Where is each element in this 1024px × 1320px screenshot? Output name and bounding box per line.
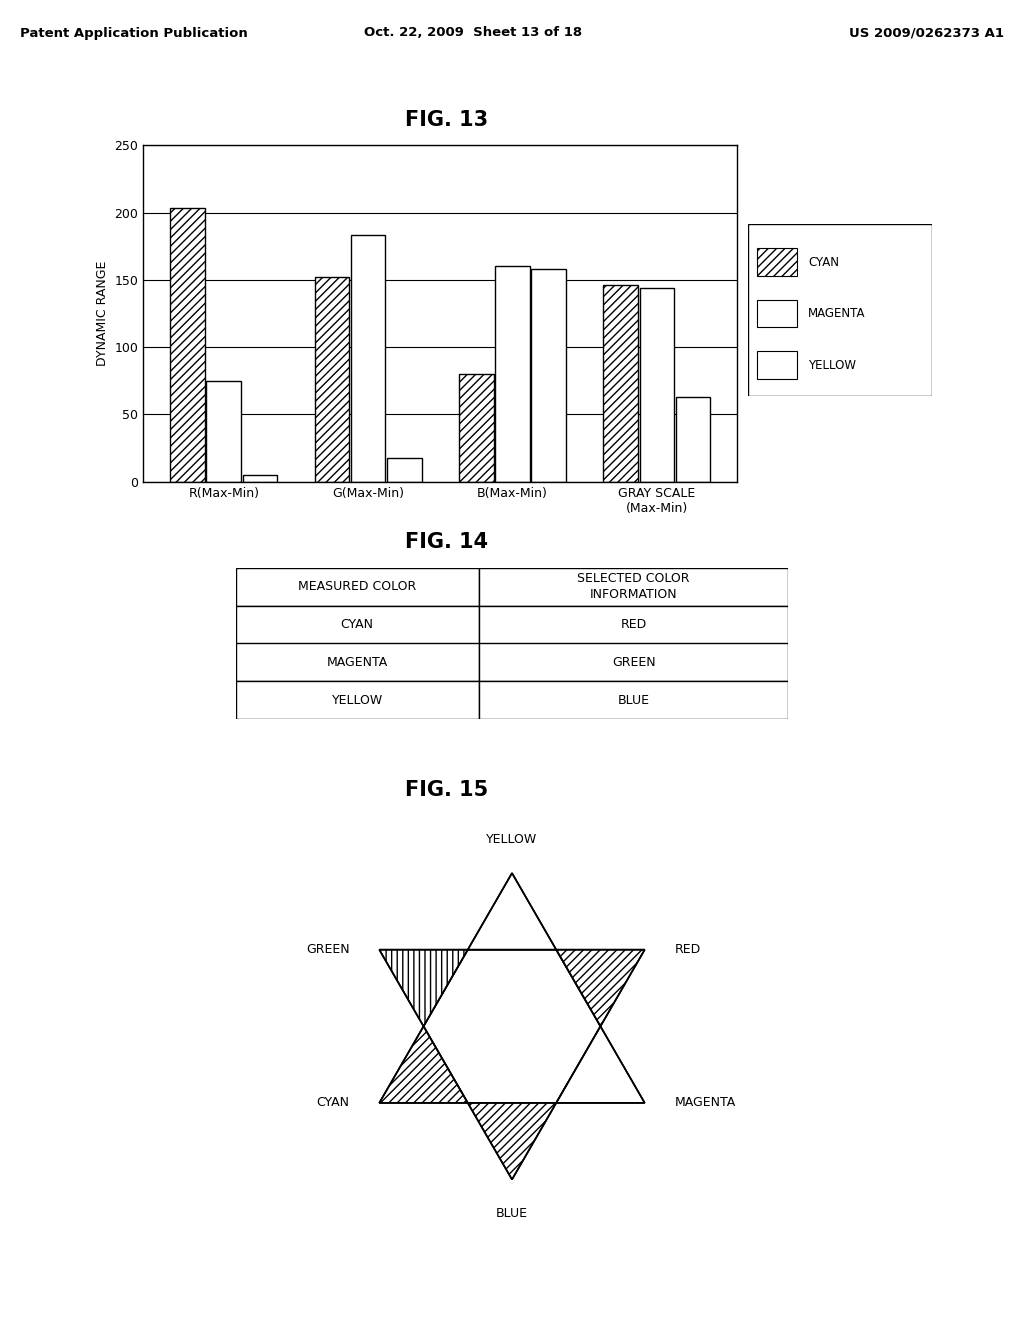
Bar [236,606,479,644]
Bar [314,277,349,482]
Bar [459,374,494,482]
Bar [236,681,479,719]
Bar [243,475,278,482]
Text: RED: RED [621,618,647,631]
Text: US 2009/0262373 A1: US 2009/0262373 A1 [849,26,1004,40]
Bar [479,606,788,644]
Bar [236,643,479,681]
Bar [351,235,385,482]
Polygon shape [379,949,468,1027]
Bar [496,267,529,482]
Text: Oct. 22, 2009  Sheet 13 of 18: Oct. 22, 2009 Sheet 13 of 18 [364,26,582,40]
Y-axis label: DYNAMIC RANGE: DYNAMIC RANGE [96,261,110,366]
Text: BLUE: BLUE [496,1206,528,1220]
Polygon shape [556,1027,645,1104]
Text: CYAN: CYAN [341,618,374,631]
Text: MEASURED COLOR: MEASURED COLOR [298,579,417,593]
Text: MAGENTA: MAGENTA [675,1097,736,1109]
Text: MAGENTA: MAGENTA [808,308,866,321]
Polygon shape [379,1027,468,1104]
Text: YELLOW: YELLOW [486,833,538,846]
Text: RED: RED [675,944,700,956]
Bar [207,380,241,482]
Polygon shape [556,949,645,1027]
Bar [757,351,798,379]
Polygon shape [424,949,600,1104]
Text: CYAN: CYAN [808,256,840,269]
Bar [479,568,788,606]
Text: GREEN: GREEN [306,944,349,956]
Bar [479,681,788,719]
Text: FIG. 13: FIG. 13 [404,110,488,129]
Bar [603,285,638,482]
Text: YELLOW: YELLOW [808,359,856,372]
Bar [479,643,788,681]
Text: Patent Application Publication: Patent Application Publication [20,26,248,40]
Text: BLUE: BLUE [617,694,649,708]
Text: SELECTED COLOR
INFORMATION: SELECTED COLOR INFORMATION [578,572,690,601]
Text: MAGENTA: MAGENTA [327,656,388,669]
Text: FIG. 14: FIG. 14 [404,532,488,552]
Bar [387,458,422,482]
Bar [236,568,479,606]
Text: FIG. 15: FIG. 15 [404,780,488,800]
Bar [170,209,205,482]
Polygon shape [468,873,556,949]
Polygon shape [468,1104,556,1180]
Text: CYAN: CYAN [316,1097,349,1109]
Bar [676,397,711,482]
Bar [757,248,798,276]
Text: YELLOW: YELLOW [332,694,383,708]
Bar [640,288,674,482]
Bar [531,269,566,482]
Text: GREEN: GREEN [611,656,655,669]
Bar [757,300,798,327]
